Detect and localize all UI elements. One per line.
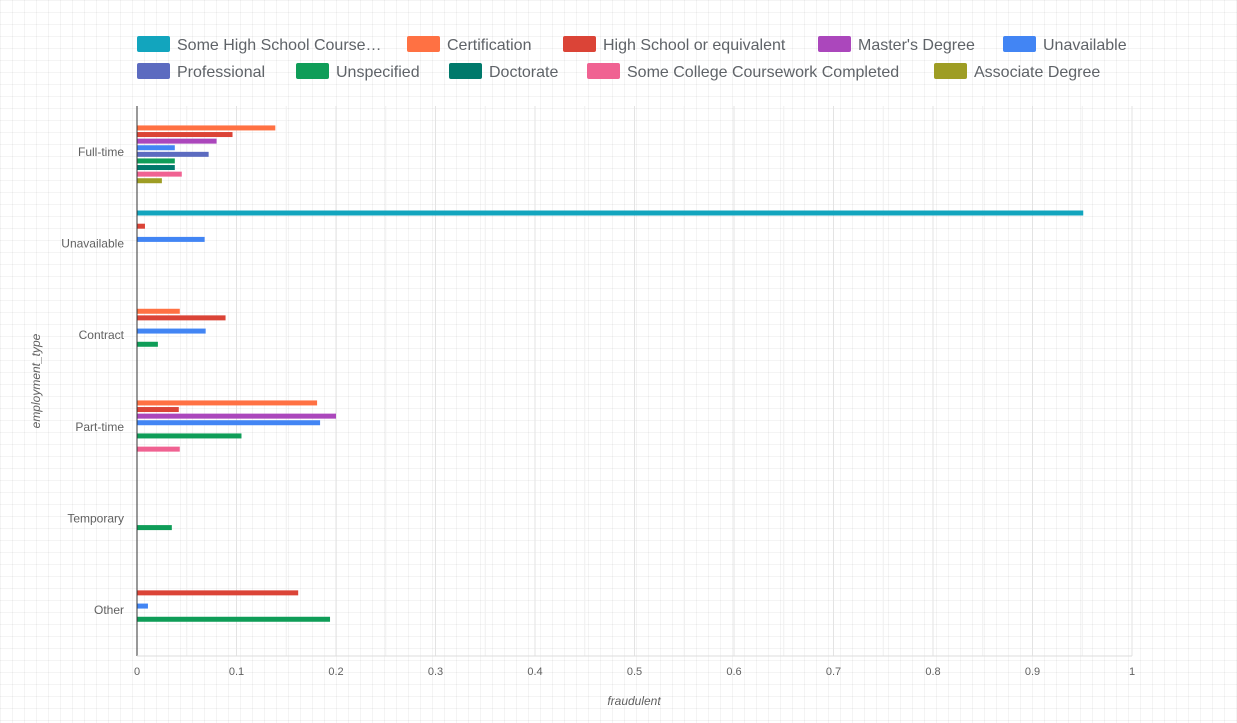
bar[interactable] <box>137 151 209 157</box>
bar[interactable] <box>137 616 331 622</box>
bar[interactable] <box>137 132 233 138</box>
legend-swatch <box>296 63 329 79</box>
bar[interactable] <box>137 341 158 347</box>
y-tick-label: Other <box>94 603 124 617</box>
legend-item[interactable]: Certification <box>407 36 531 54</box>
legend-label: Professional <box>177 64 265 81</box>
legend-label: Some High School Course… <box>177 37 382 54</box>
y-tick-label: Full-time <box>78 145 124 159</box>
x-tick-label: 0.8 <box>925 666 940 678</box>
bar[interactable] <box>137 420 321 426</box>
bars <box>137 125 1084 622</box>
bar[interactable] <box>137 210 1084 216</box>
x-tick-label: 1 <box>1129 666 1135 678</box>
legend-swatch <box>563 36 596 52</box>
legend-item[interactable]: Some High School Course… <box>137 36 382 54</box>
y-tick-label: Unavailable <box>61 237 124 251</box>
grid <box>136 106 1133 656</box>
bar[interactable] <box>137 603 148 609</box>
bar[interactable] <box>137 165 175 171</box>
x-tick-label: 0.3 <box>428 666 443 678</box>
legend-label: Certification <box>447 37 531 54</box>
bar[interactable] <box>137 138 217 144</box>
x-tick-label: 0.9 <box>1025 666 1040 678</box>
y-tick-label: Contract <box>79 328 125 342</box>
legend-label: Some College Coursework Completed <box>627 64 899 81</box>
legend-label: Doctorate <box>489 64 558 81</box>
y-axis-tick-labels: Full-time Unavailable Contract Part-time Tem… <box>61 145 124 617</box>
bar[interactable] <box>137 236 205 242</box>
y-tick-label: Temporary <box>67 512 124 526</box>
x-tick-label: 0.5 <box>627 666 642 678</box>
bar[interactable] <box>137 590 299 596</box>
legend-label: High School or equivalent <box>603 37 786 54</box>
bar[interactable] <box>137 178 162 184</box>
legend-item[interactable]: Professional <box>137 63 265 81</box>
bar[interactable] <box>137 400 318 406</box>
x-tick-label: 0.4 <box>527 666 542 678</box>
bar[interactable] <box>137 525 172 531</box>
bar[interactable] <box>137 158 175 164</box>
bar[interactable] <box>137 413 337 419</box>
legend-label: Master's Degree <box>858 37 975 54</box>
legend-item[interactable]: Master's Degree <box>818 36 975 54</box>
x-tick-label: 0 <box>134 666 140 678</box>
x-tick-label: 0.6 <box>726 666 741 678</box>
bar[interactable] <box>137 223 145 229</box>
legend-item[interactable]: Some College Coursework Completed <box>587 63 899 81</box>
legend-swatch <box>137 63 170 79</box>
bar[interactable] <box>137 171 182 177</box>
legend-label: Unavailable <box>1043 37 1127 54</box>
axes <box>136 106 1132 657</box>
y-tick-label: Part-time <box>75 420 124 434</box>
bar[interactable] <box>137 308 180 314</box>
legend-item[interactable]: Unavailable <box>1003 36 1127 54</box>
bar[interactable] <box>137 407 179 413</box>
legend-swatch <box>449 63 482 79</box>
bar[interactable] <box>137 315 226 321</box>
legend: Some High School Course… Certification Hig… <box>137 36 1127 81</box>
legend-swatch <box>934 63 967 79</box>
legend-swatch <box>137 36 170 52</box>
bar[interactable] <box>137 433 242 439</box>
bar[interactable] <box>137 125 276 131</box>
legend-swatch <box>587 63 620 79</box>
x-tick-label: 0.2 <box>328 666 343 678</box>
bar[interactable] <box>137 446 180 452</box>
x-tick-label: 0.1 <box>229 666 244 678</box>
bar[interactable] <box>137 145 175 151</box>
x-axis-tick-labels: 0 0.1 0.2 0.3 0.4 0.5 0.6 0.7 0.8 0.9 1 <box>134 666 1135 678</box>
x-axis-title: fraudulent <box>607 694 661 708</box>
legend-label: Unspecified <box>336 64 420 81</box>
legend-item[interactable]: Associate Degree <box>934 63 1100 81</box>
legend-swatch <box>1003 36 1036 52</box>
legend-item[interactable]: High School or equivalent <box>563 36 786 54</box>
y-axis-title: employment_type <box>29 333 43 428</box>
legend-swatch <box>818 36 851 52</box>
legend-item[interactable]: Unspecified <box>296 63 420 81</box>
legend-label: Associate Degree <box>974 64 1100 81</box>
legend-swatch <box>407 36 440 52</box>
bar[interactable] <box>137 328 206 334</box>
legend-item[interactable]: Doctorate <box>449 63 558 81</box>
x-tick-label: 0.7 <box>826 666 841 678</box>
